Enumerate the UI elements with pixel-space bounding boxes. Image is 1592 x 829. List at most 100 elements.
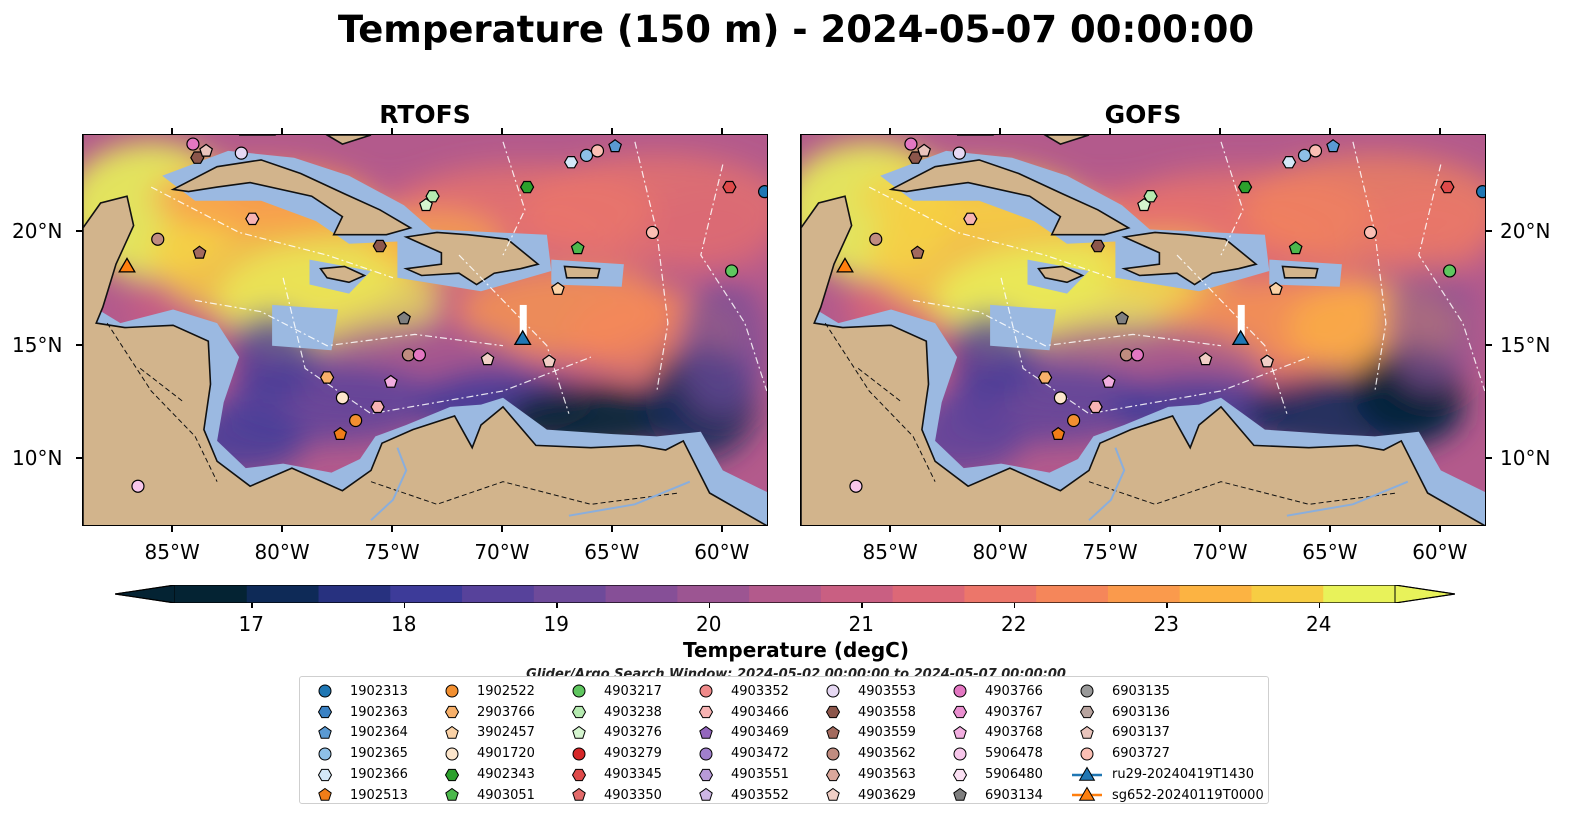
legend-label: 4903217 [604, 683, 662, 699]
pentagon-marker-icon [318, 788, 332, 802]
colorbar-segment [677, 585, 750, 603]
legend-label: 4903051 [477, 787, 535, 803]
eez-boundary-line [150, 186, 394, 279]
colorbar-extend-high [1394, 584, 1456, 604]
legend-label: 4903629 [858, 787, 916, 803]
legend-label: 4903768 [985, 725, 1043, 741]
colorbar-tick-mark [403, 603, 406, 608]
float-marker-1902366 [1281, 156, 1297, 169]
jamaica-land [1037, 265, 1085, 284]
float-marker-6903727 [1363, 225, 1378, 240]
float-marker-4903562 [869, 232, 883, 246]
legend-label: 6903135 [1112, 683, 1170, 699]
float-marker-6903727 [645, 225, 660, 240]
float-marker-4903562 [151, 232, 165, 246]
lon-tick-label: 65°W [584, 540, 640, 564]
legend-item-4903562: 4903562 [816, 743, 916, 764]
river [1286, 480, 1409, 517]
float-marker-1902364 [608, 139, 623, 153]
colorbar-segment [175, 585, 248, 603]
float-marker-4903768 [1101, 374, 1116, 388]
circle-marker-icon [699, 684, 713, 698]
legend-item-4901720: 4901720 [435, 743, 535, 764]
legend-label: 4903559 [858, 725, 916, 741]
pentagon-marker-icon [318, 725, 332, 739]
triangle-marker-icon [1072, 786, 1102, 802]
bahamas-land [325, 135, 372, 145]
float-marker-4903562 [401, 348, 416, 362]
float-marker-4903766 [412, 348, 427, 362]
pentagon-marker-icon [699, 788, 713, 802]
country-border [106, 322, 218, 482]
pentagon-marker-icon [826, 788, 840, 802]
lon-tick-mark [1109, 128, 1112, 134]
lat-tick-label: 10°N [12, 446, 63, 471]
colorbar-extend-low [114, 584, 176, 604]
shelf-region [990, 304, 1057, 351]
circle-marker-icon [1080, 684, 1094, 698]
legend-label: 4903352 [731, 683, 789, 699]
rtofs-map-canvas [83, 135, 767, 525]
legend-item-1902513: 1902513 [308, 785, 408, 806]
legend-label: 4903551 [731, 767, 789, 783]
lon-tick-mark [500, 128, 503, 134]
float-marker-1902365 [1297, 148, 1312, 162]
pentagon-marker-icon [953, 725, 967, 739]
colorbar-segment [892, 585, 965, 603]
legend-label: 4903276 [604, 725, 662, 741]
lat-tick-mark [76, 230, 82, 233]
lon-tick-mark [999, 128, 1002, 134]
legend-item-3902457: 3902457 [435, 723, 535, 744]
gofs-map[interactable] [800, 134, 1486, 526]
legend-item-4903279: 4903279 [562, 743, 662, 764]
legend-item-4903629: 4903629 [816, 785, 916, 806]
north-america-land [83, 135, 767, 525]
lon-tick-label: 70°W [474, 540, 530, 564]
lon-tick-mark [610, 526, 613, 532]
lat-tick-label: 15°N [1500, 332, 1551, 357]
legend-label: 4903350 [604, 787, 662, 803]
legend-item-4903466: 4903466 [689, 702, 789, 723]
legend-item-1902522: 1902522 [435, 681, 535, 702]
float-marker-6903727 [590, 144, 605, 158]
eez-boundary-line [1220, 141, 1244, 256]
lon-tick-mark [610, 128, 613, 134]
float-marker-4903768 [383, 374, 398, 388]
lon-tick-label: 85°W [144, 540, 200, 564]
float-marker-3902457 [1268, 281, 1283, 295]
rtofs-map[interactable] [82, 134, 768, 526]
float-marker-3902457 [550, 281, 565, 295]
legend-item-4903352: 4903352 [689, 681, 789, 702]
lon-tick-mark [1218, 128, 1221, 134]
triangle-marker-icon [1072, 766, 1102, 781]
country-border [1088, 481, 1397, 505]
country-border [857, 368, 903, 403]
float-marker-4903466 [370, 400, 385, 414]
circle-marker-icon [318, 747, 332, 761]
legend-label: 6903136 [1112, 704, 1170, 720]
legend-label: 1902522 [477, 683, 535, 699]
eez-boundary-line [1418, 164, 1485, 392]
float-marker-4902343 [1237, 180, 1253, 194]
colorbar-segment [964, 585, 1037, 603]
legend-item-5906478: 5906478 [943, 743, 1043, 764]
lon-tick-mark [1109, 526, 1112, 532]
legend-label: sg652-20240119T0000 [1112, 787, 1264, 803]
lon-tick-mark [171, 526, 174, 532]
float-marker-6903134 [1115, 311, 1129, 325]
legend-label: 4903767 [985, 704, 1043, 720]
legend-item-5906480: 5906480 [943, 764, 1043, 785]
lon-tick-mark [1218, 526, 1221, 532]
float-marker-4903629 [1260, 354, 1275, 368]
eez-boundary-line [502, 141, 526, 256]
float-marker-6903134 [397, 311, 411, 325]
float-marker-4903559 [192, 245, 207, 259]
lon-tick-mark [720, 526, 723, 532]
colorbar-tick-label: 22 [1001, 612, 1027, 636]
colorbar-segment [390, 585, 463, 603]
pentagon-marker-icon [826, 725, 840, 739]
colorbar-segment [1251, 585, 1324, 603]
legend-label: 6903727 [1112, 746, 1170, 762]
legend-column: 4903217 4903238 4903276 4903279 4903345 49033… [562, 681, 662, 806]
float-marker-1902522 [349, 413, 363, 428]
